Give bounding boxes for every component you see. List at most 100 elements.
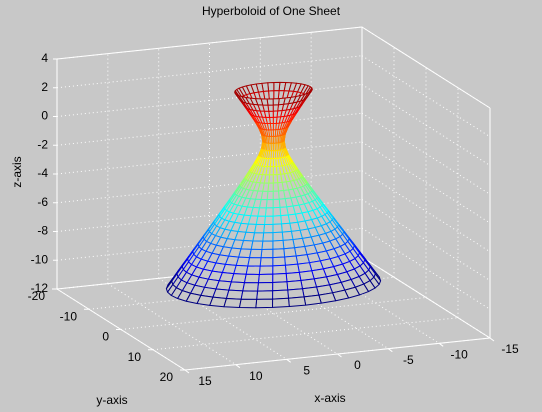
x-tick-label: -15 — [501, 342, 519, 356]
mesh-cell — [263, 223, 274, 234]
mesh-cell — [281, 230, 294, 241]
z-tick-label: -4 — [37, 166, 48, 180]
x-tick-label: 10 — [249, 369, 263, 383]
mesh-cell — [272, 104, 279, 112]
mesh-cell — [245, 265, 261, 275]
tick-mark — [286, 358, 291, 363]
mesh-cell — [272, 190, 280, 201]
x-axis-label: x-axis — [314, 391, 345, 405]
y-axis-label: y-axis — [96, 393, 127, 407]
mesh-cell — [257, 273, 274, 284]
mesh-cell — [223, 297, 242, 309]
mesh-cell — [281, 222, 292, 233]
z-tick-label: 4 — [41, 51, 48, 65]
mesh-cell — [272, 248, 286, 259]
mesh-cell — [272, 206, 282, 217]
mesh-cell — [279, 206, 289, 217]
mesh-cell — [233, 264, 249, 275]
z-tick-label: 0 — [41, 109, 48, 123]
mesh-cell — [260, 248, 274, 259]
mesh-cell — [258, 265, 274, 275]
mesh-cell — [269, 142, 273, 152]
x-tick-label: -10 — [450, 348, 468, 362]
mesh-cell — [260, 190, 269, 201]
z-tick-label: -12 — [31, 281, 49, 295]
mesh-cell — [272, 182, 279, 192]
grid-line — [56, 141, 363, 175]
mesh-cell — [272, 289, 289, 300]
mesh-cell — [250, 240, 264, 250]
tick-mark — [489, 337, 495, 342]
mesh-cell — [273, 90, 280, 100]
mesh-cell — [280, 214, 291, 225]
mesh-cell — [272, 223, 283, 234]
mesh-cell — [262, 232, 274, 242]
mesh-cell — [262, 182, 270, 192]
y-tick-label: 20 — [160, 370, 174, 384]
x-tick-label: 15 — [198, 374, 212, 388]
mesh-cell — [225, 289, 244, 300]
mesh-cell — [259, 257, 274, 267]
mesh-cell — [260, 98, 269, 106]
mesh-cell — [272, 281, 289, 292]
mesh-cell — [261, 240, 274, 250]
mesh-cell — [252, 232, 265, 242]
axis-box — [56, 26, 363, 60]
tick-mark — [184, 369, 190, 374]
axis-box — [361, 26, 491, 109]
tick-mark — [388, 348, 393, 353]
tick-mark — [235, 364, 241, 369]
mesh-cell — [272, 256, 286, 267]
mesh-cell — [259, 199, 268, 209]
mesh-cell — [228, 281, 246, 292]
mesh-cell — [256, 290, 274, 300]
tick-mark — [438, 342, 444, 347]
mesh-cell — [242, 282, 259, 292]
mesh-cell — [255, 298, 274, 309]
mesh-cell — [282, 239, 296, 250]
mesh-cell — [244, 273, 260, 284]
mesh-cell — [257, 207, 267, 217]
mesh-cell — [318, 292, 337, 304]
mesh-cell — [238, 298, 258, 309]
chart-title: Hyperboloid of One Sheet — [202, 4, 341, 18]
mesh-cell — [272, 198, 281, 209]
mesh-cell — [269, 135, 273, 144]
y-tick-label: 10 — [128, 350, 142, 364]
mesh-cell — [287, 296, 307, 308]
z-axis-label: z-axis — [10, 156, 24, 187]
z-tick-label: -8 — [37, 224, 48, 238]
mesh-cell — [272, 98, 280, 106]
z-tick-label: 2 — [41, 80, 48, 94]
mesh-cell — [273, 81, 281, 92]
grid-line — [152, 317, 459, 351]
mesh-cell — [272, 116, 278, 124]
mesh-cell — [272, 215, 283, 225]
x-tick-label: 5 — [303, 364, 310, 378]
y-tick-label: 0 — [102, 330, 109, 344]
mesh-cell — [264, 215, 274, 226]
mesh-cell — [230, 273, 247, 284]
y-tick-label: -20 — [28, 289, 46, 303]
z-tick-label: -2 — [37, 137, 48, 151]
z-tick-label: -10 — [31, 252, 49, 266]
x-tick-label: 0 — [354, 358, 361, 372]
mesh-cell — [283, 247, 297, 258]
mesh-cell — [268, 150, 273, 160]
mesh-cell — [272, 174, 279, 184]
mesh-cell — [272, 264, 287, 275]
mesh-cell — [247, 257, 262, 267]
mesh-cell — [272, 239, 285, 250]
mesh-cell — [272, 165, 278, 176]
tick-mark — [337, 353, 342, 358]
mesh-cell — [262, 104, 270, 112]
mesh-cell — [272, 231, 284, 242]
mesh-cell — [257, 281, 274, 292]
x-tick-label: -5 — [403, 353, 414, 367]
mesh-cell — [272, 272, 288, 283]
mesh-cell — [303, 294, 322, 306]
mesh-cell — [235, 256, 251, 267]
mesh-cell — [255, 215, 266, 226]
mesh-cell — [272, 297, 290, 308]
